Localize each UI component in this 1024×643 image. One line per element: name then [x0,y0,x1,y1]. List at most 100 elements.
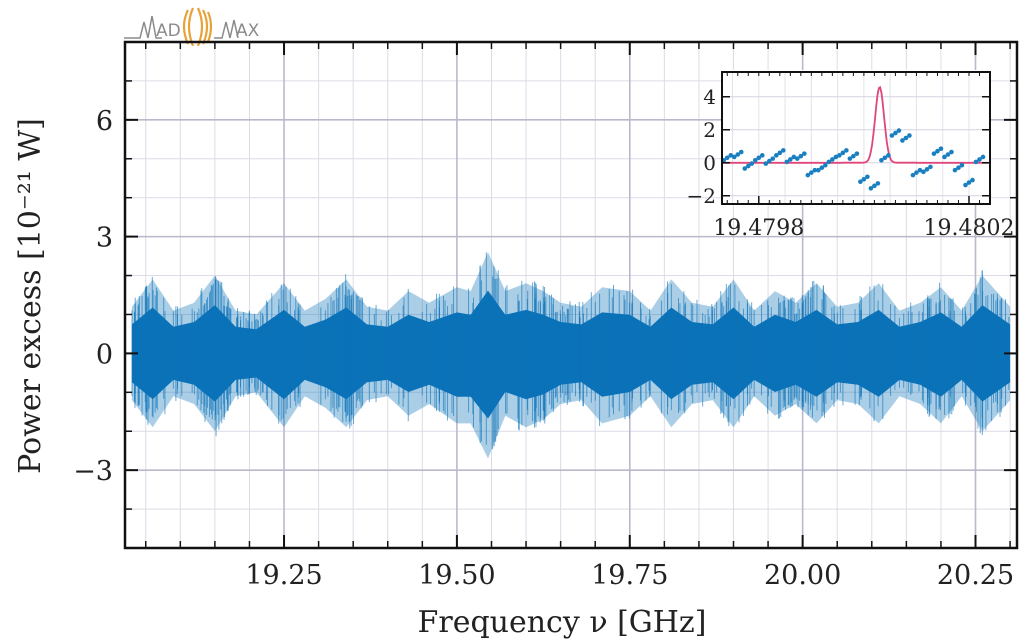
inset-data-point [837,153,842,158]
inset-data-point [903,135,909,141]
inset-data-point [851,153,856,159]
inset-data-point [917,167,923,173]
y-tick-label: 0 [96,339,113,370]
inset-data-point [921,169,926,175]
inset-data-point [949,149,954,155]
inset-data-point [875,181,881,186]
inset-data-point [809,170,814,175]
inset-data-point [893,130,898,136]
inset-data-point [886,153,891,158]
inset-data-point [830,157,835,162]
inset-data-point [823,162,828,168]
inset-y-tick-label: 4 [703,85,716,109]
inset-x-tick-label: 19.4798 [713,216,804,241]
inset-frame [721,71,991,205]
inset-data-point [935,148,940,154]
logo-text-left: AD [156,21,181,41]
main-axes [123,40,1019,550]
inset-data-point [816,167,821,173]
inset-data-point [770,156,776,161]
logo-spectrum-line-right [214,19,239,39]
inset-data-point [865,174,870,180]
inset-data-point [945,152,951,157]
inset-data-point [805,172,811,178]
logo-text-right: AX [236,21,260,41]
x-tick-label: 19.50 [418,560,495,591]
inset-data-point [938,146,944,152]
y-tick-label: −3 [73,456,113,487]
inset-data-point [942,154,947,160]
x-tick-label: 20.00 [764,560,841,591]
inset-data-point [728,153,734,158]
x-tick-label: 19.75 [591,560,668,591]
inset-data-point [872,183,877,189]
inset-data-point [900,138,905,143]
inset-points [721,128,986,191]
inset-data-point [731,154,737,160]
inset-data-point [774,153,779,158]
inset-data-point [889,133,895,138]
inset-data-point [763,161,769,166]
y-axis-title: Power excess [10⁻²¹ W] [13,118,48,474]
inset-data-point [963,182,968,188]
inset-data-point [826,159,832,165]
inset-data-point [924,167,930,172]
inset-data-point [784,159,790,165]
inset-data-point [840,150,846,156]
inset-data-point [752,157,758,163]
inset-data-point [833,154,839,160]
logo-spectrum-line [124,15,162,39]
inset-data-point [966,180,972,185]
inset-data-point [791,154,797,160]
inset-data-point [861,176,867,182]
inset-data-point [868,186,874,191]
inset-data-point [745,163,751,169]
inset-y-tick-label: 2 [703,118,716,142]
inset-background [722,70,990,204]
y-tick-label: 3 [96,223,113,254]
inset-data-point [777,150,783,156]
inset-data-point [970,177,975,183]
inset-panel: 19.4798 19.4802 −2 0 2 4 [687,70,1014,241]
inset-x-tick-label: 19.4802 [923,216,1014,241]
main-series [131,252,1011,459]
inset-data-point [798,153,804,159]
inset-data-point [882,155,888,161]
inset-axes [721,71,991,205]
inset-data-point [973,159,979,165]
inset-data-point [847,156,853,161]
inset-data-point [766,158,772,164]
inset-data-point [858,179,863,185]
x-tick-label: 20.25 [937,560,1014,591]
main-ticks: 19.25 19.50 19.75 20.00 20.25 −3 0 3 6 [73,41,1017,591]
inset-data-point [977,157,982,162]
y-tick-label: 6 [96,106,113,137]
inset-data-point [759,153,765,158]
inset-data-point [788,157,793,162]
inset-data-point [802,151,807,156]
inset-data-point [795,156,800,161]
inset-data-point [854,151,860,156]
inset-data-point [959,162,965,168]
inset-data-point [980,154,986,160]
inset-data-point [844,148,849,153]
x-axis-title: Frequency ν [GHz] [418,605,707,640]
inset-data-point [735,152,741,157]
inset-data-point [931,151,937,156]
inset-data-point [910,172,916,178]
main-plot-frame [123,40,1019,550]
inset-data-point [879,157,884,163]
inset-data-point [738,149,744,155]
inset-data-point [812,167,818,173]
inset-data-point [907,133,912,138]
inset-y-tick-label: −2 [687,184,716,208]
inset-data-point [742,166,748,171]
inset-y-tick-label: 0 [703,151,716,175]
inset-data-point [956,165,961,170]
inset-data-point [928,164,933,170]
inset-ticks: 19.4798 19.4802 −2 0 2 4 [687,72,1014,241]
inset-data-point [952,167,958,173]
inset-data-point [724,155,730,161]
inset-data-point [914,170,919,175]
